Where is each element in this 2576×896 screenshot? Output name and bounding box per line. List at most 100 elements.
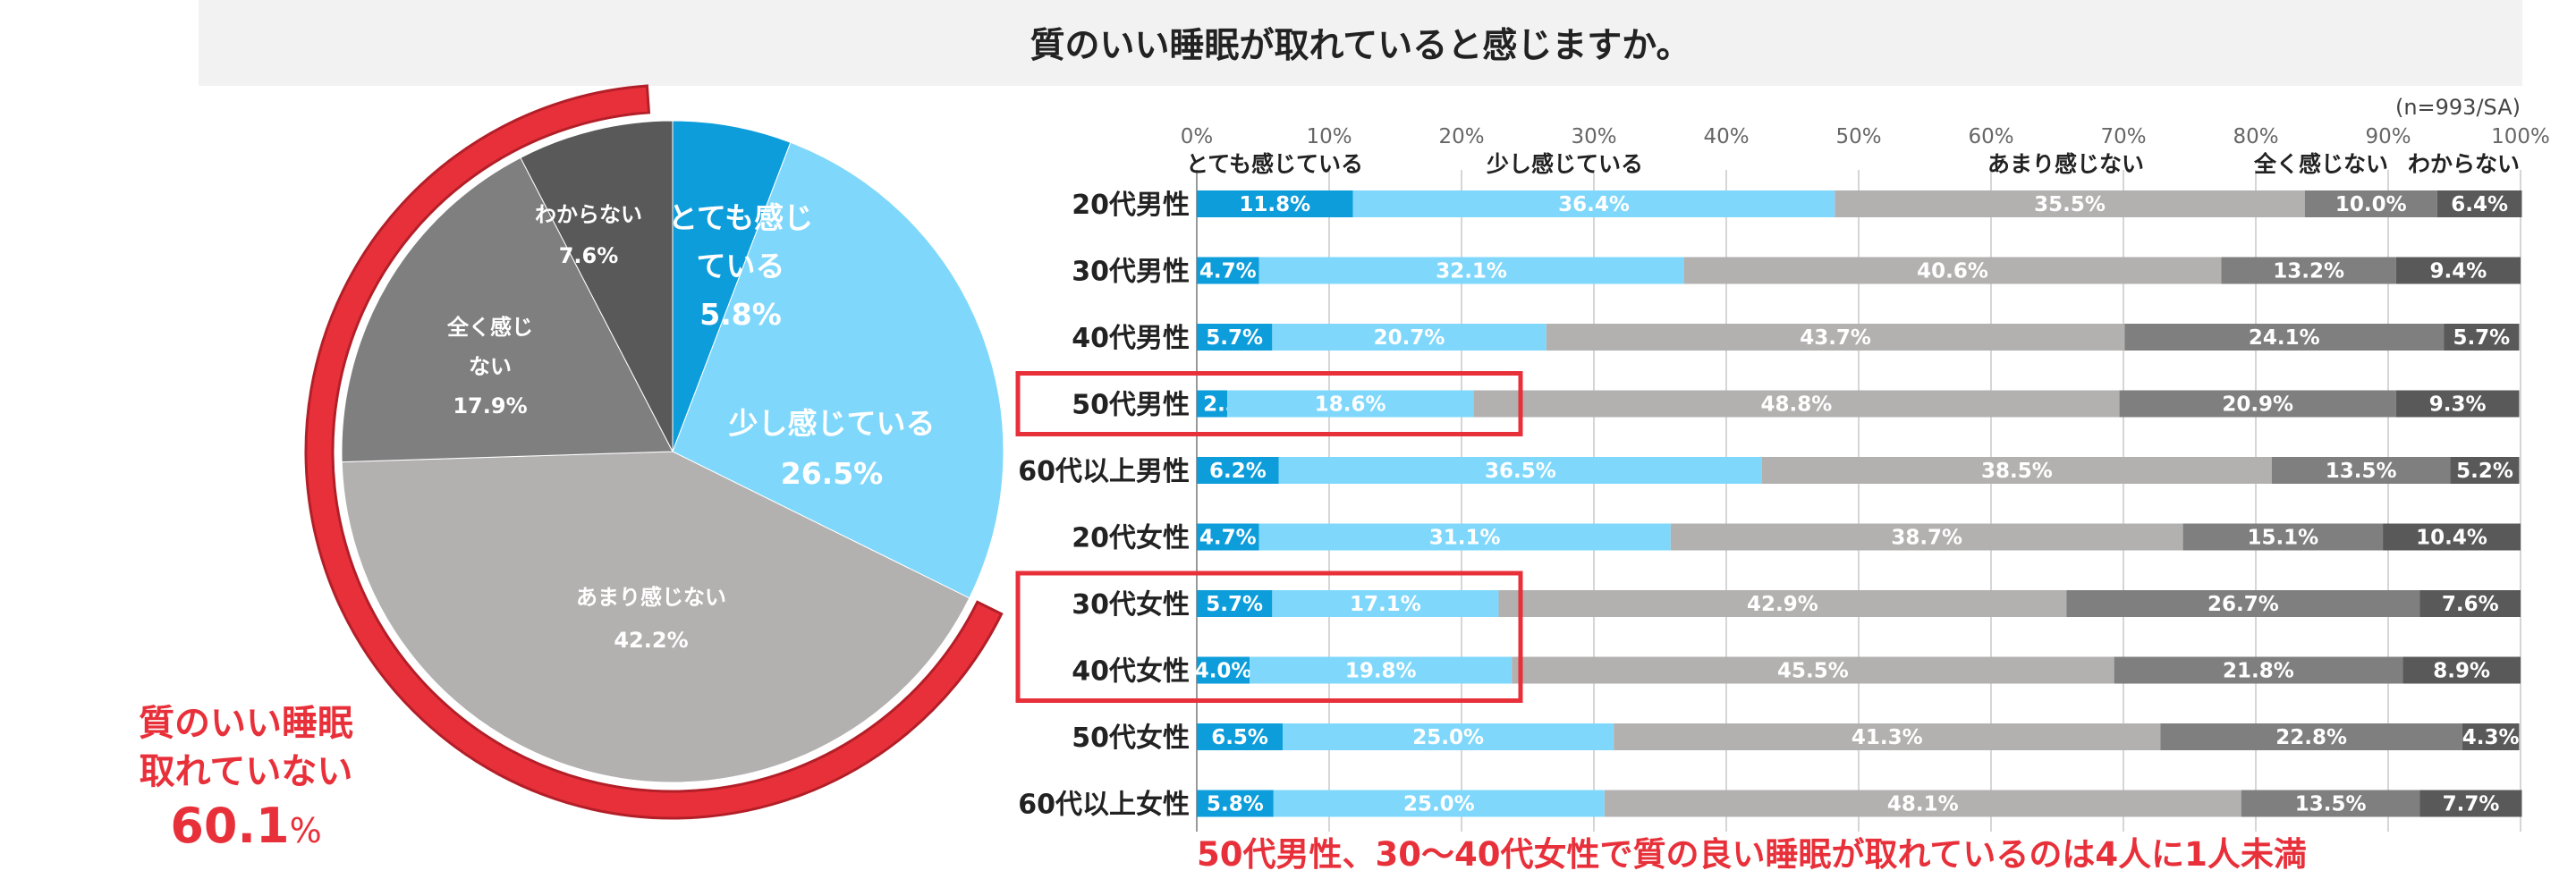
bar-value-label: 41.3% [1852, 726, 1923, 749]
bar-value-label: 4.7% [1199, 260, 1257, 283]
x-tick-label: 30% [1571, 125, 1616, 148]
x-tick-label: 100% [2491, 125, 2550, 148]
bar-segment [1197, 257, 1259, 284]
pie-highlight-arc [304, 84, 1004, 820]
bar-value-label: 21.8% [2223, 660, 2294, 683]
pie-chart: とても感じている 5.8% 少し感じている 26.5% あまり感じない 42.2% 全く感じ… [139, 84, 1004, 854]
category-label: 40代女性 [1072, 656, 1190, 688]
pie-label-wakaranai: 7.6% [559, 243, 619, 268]
bar-value-label: 10.4% [2416, 527, 2487, 550]
bar-segment [2271, 457, 2451, 484]
pie-callout-line2: 取れていない [140, 751, 353, 792]
highlight-box [1015, 571, 1523, 703]
bar-segment [1670, 523, 2183, 551]
pie-label-totemo: とても感じ [668, 200, 813, 235]
category-label: 60代以上男性 [1018, 456, 1190, 487]
pie-label-totemo: ている [697, 249, 785, 283]
series-header-label: 全く感じない [2253, 151, 2388, 177]
bar-segment [1258, 523, 1671, 551]
chart-title: 質のいい睡眠が取れていると感じますか。 [1030, 26, 1691, 66]
bar-value-label: 38.7% [1891, 527, 1962, 550]
bar-segment [1278, 457, 1762, 484]
bar-value-label: 7.7% [2443, 793, 2500, 816]
x-tick-label: 50% [1835, 125, 1881, 148]
bar-value-label: 35.5% [2034, 193, 2106, 216]
x-tick-label: 80% [2233, 125, 2278, 148]
bar-segment [1197, 390, 1228, 418]
x-tick-label: 70% [2100, 125, 2146, 148]
bar-segment [2304, 190, 2437, 217]
bar-value-label: 32.1% [1436, 260, 1507, 283]
bar-segment [2114, 656, 2403, 684]
bar-segment [1227, 390, 1474, 418]
bar-segment [2160, 723, 2462, 750]
bar-segment [1835, 190, 2305, 217]
bar-segment [1197, 523, 1259, 551]
category-label: 50代男性 [1072, 390, 1190, 421]
bar-segment [1761, 457, 2272, 484]
x-tick-label: 20% [1438, 125, 1484, 148]
category-label: 40代男性 [1072, 323, 1190, 354]
bar-segment [2383, 523, 2521, 551]
bar-value-label: 17.1% [1350, 593, 1421, 616]
highlight-box [1015, 371, 1523, 436]
pie-label-wakaranai: わからない [535, 202, 642, 227]
bar-value-label: 9.4% [2430, 260, 2487, 283]
bar-segment [1683, 257, 2222, 284]
bar-value-label: 7.6% [2442, 593, 2499, 616]
pie-slice [672, 120, 792, 452]
bar-segment [1473, 390, 2120, 418]
series-header-label: とても感じている [1186, 151, 1363, 177]
bar-value-label: 6.4% [2451, 193, 2508, 216]
bar-value-label: 10.0% [2335, 193, 2407, 216]
bar-segment [1197, 324, 1273, 351]
category-label: 30代男性 [1072, 257, 1190, 288]
bar-value-label: 24.1% [2249, 326, 2320, 350]
bar-segment [2444, 324, 2520, 351]
bar-value-label: 19.8% [1345, 660, 1417, 683]
bar-value-label: 5.7% [1206, 593, 1263, 616]
bar-segment [2402, 656, 2521, 684]
pie-slice [672, 141, 1004, 599]
x-tick-label: 60% [1968, 125, 2013, 148]
bar-value-label: 13.2% [2273, 260, 2344, 283]
bar-segment [2221, 257, 2396, 284]
bar-value-label: 26.7% [2207, 593, 2279, 616]
bar-value-label: 4.0% [1195, 660, 1252, 683]
x-tick-label: 40% [1703, 125, 1749, 148]
sample-note: (n=993/SA) [2395, 95, 2521, 120]
bar-value-label: 48.8% [1761, 393, 1833, 417]
bar-segment [1197, 457, 1279, 484]
x-tick-label: 10% [1306, 125, 1352, 148]
pie-callout-value: 60.1% [170, 798, 321, 854]
category-label: 50代女性 [1072, 723, 1190, 754]
bar-value-label: 22.8% [2275, 726, 2347, 749]
bar-segment [2395, 390, 2520, 418]
category-label: 60代以上女性 [1018, 790, 1190, 821]
bar-segment [1197, 590, 1273, 617]
bar-segment [1614, 723, 2161, 750]
pie-label-sukoshi: 26.5% [781, 456, 884, 491]
bar-value-label: 6.2% [1209, 460, 1267, 483]
bar-value-label: 40.6% [1917, 260, 1988, 283]
pie-label-sukoshi: 少し感じている [729, 406, 936, 441]
bar-segment [1272, 590, 1499, 617]
bar-segment [2436, 190, 2522, 217]
bar-segment [2119, 390, 2396, 418]
bar-segment [2450, 457, 2520, 484]
bar-value-label: 5.7% [1206, 326, 1263, 350]
pie-label-amari: あまり感じない [576, 585, 726, 610]
bar-segment [2182, 523, 2384, 551]
chart-title-bar: 質のいい睡眠が取れていると感じますか。 [199, 0, 2522, 86]
bar-value-label: 25.0% [1403, 793, 1475, 816]
pie-slice [520, 120, 674, 452]
bar-segment [2395, 257, 2521, 284]
series-header-label: あまり感じない [1987, 151, 2144, 177]
bar-value-label: 31.1% [1429, 527, 1501, 550]
bar-segment [1352, 190, 1835, 217]
bar-value-label: 5.2% [2456, 460, 2513, 483]
bar-value-label: 38.5% [1981, 460, 2053, 483]
bar-value-label: 15.1% [2247, 527, 2318, 550]
bar-segment [1498, 590, 2067, 617]
